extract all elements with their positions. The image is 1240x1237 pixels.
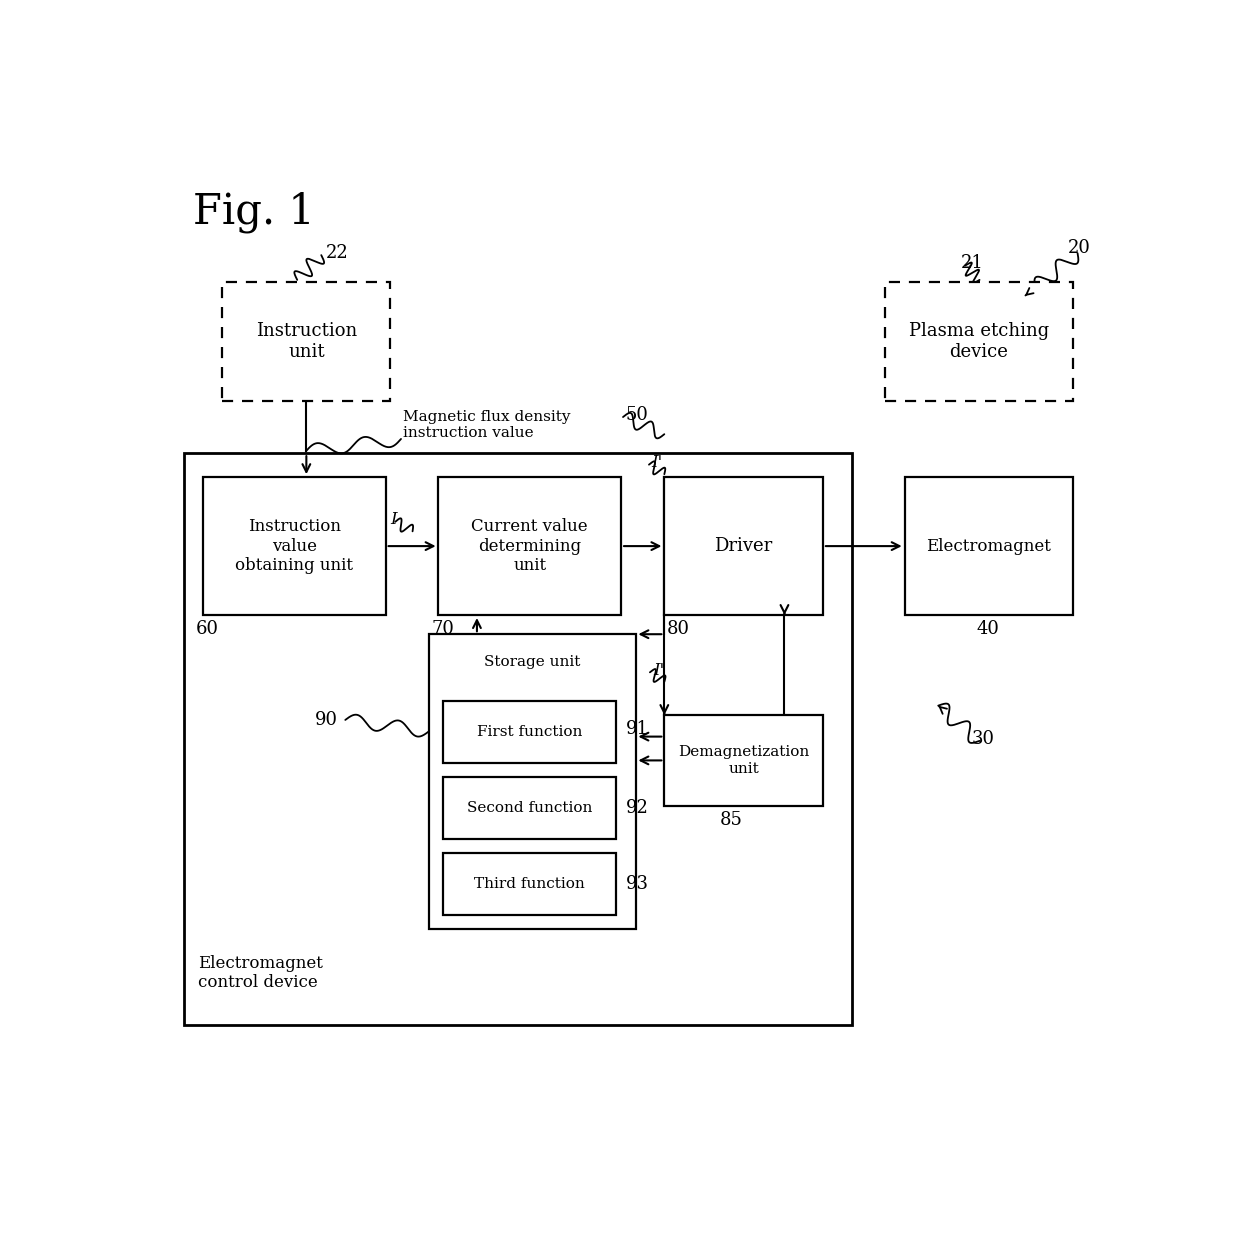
Bar <box>429 635 635 929</box>
Text: First function: First function <box>477 725 583 738</box>
Text: 20: 20 <box>1068 240 1091 257</box>
Text: Third function: Third function <box>475 877 585 891</box>
Bar <box>885 282 1073 401</box>
Text: I: I <box>391 511 397 528</box>
Text: 85: 85 <box>720 811 743 829</box>
Bar <box>203 477 386 615</box>
Text: Demagnetization
unit: Demagnetization unit <box>678 746 810 776</box>
Text: Driver: Driver <box>714 537 773 555</box>
Text: Current value
determining
unit: Current value determining unit <box>471 518 588 574</box>
Text: Magnetic flux density
instruction value: Magnetic flux density instruction value <box>403 409 570 440</box>
Bar <box>444 777 616 839</box>
Bar <box>444 701 616 763</box>
Text: I': I' <box>652 662 665 679</box>
Text: 30: 30 <box>972 730 994 748</box>
Text: Plasma etching
device: Plasma etching device <box>909 322 1049 361</box>
Bar <box>439 477 621 615</box>
Text: Instruction
value
obtaining unit: Instruction value obtaining unit <box>236 518 353 574</box>
Bar <box>184 453 852 1024</box>
Bar <box>444 854 616 915</box>
Text: I': I' <box>651 454 662 471</box>
Text: Instruction
unit: Instruction unit <box>255 322 357 361</box>
Bar <box>905 477 1073 615</box>
Text: 21: 21 <box>960 254 983 272</box>
Text: 60: 60 <box>196 621 218 638</box>
Text: 22: 22 <box>326 244 348 262</box>
Text: 90: 90 <box>315 711 337 729</box>
Bar <box>222 282 391 401</box>
Text: 92: 92 <box>626 799 649 816</box>
Text: 40: 40 <box>977 621 999 638</box>
Text: Electromagnet
control device: Electromagnet control device <box>198 955 324 991</box>
Text: 70: 70 <box>432 621 455 638</box>
Text: 80: 80 <box>666 621 689 638</box>
Text: 50: 50 <box>626 406 649 424</box>
Text: Fig. 1: Fig. 1 <box>193 192 315 234</box>
Text: Electromagnet: Electromagnet <box>926 538 1052 554</box>
Text: 91: 91 <box>626 720 649 738</box>
Text: 93: 93 <box>626 875 649 893</box>
Text: Storage unit: Storage unit <box>484 656 580 669</box>
Text: Second function: Second function <box>467 802 593 815</box>
Bar <box>665 477 823 615</box>
Bar <box>665 715 823 805</box>
